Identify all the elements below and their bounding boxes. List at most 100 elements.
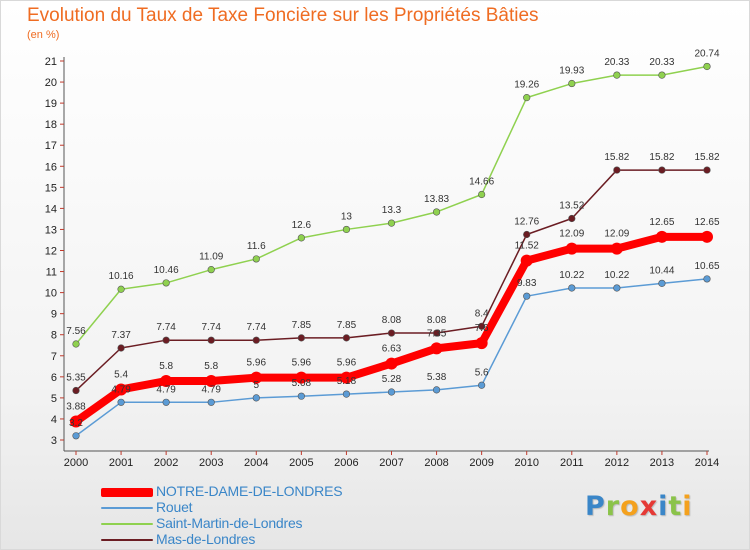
- data-point: [115, 383, 128, 396]
- x-tick-label: 2007: [379, 457, 403, 469]
- data-point: [162, 336, 170, 344]
- y-tick-label: 10: [45, 288, 57, 300]
- data-label: 13.83: [424, 194, 449, 205]
- data-point: [565, 242, 578, 255]
- y-tick-label: 21: [45, 56, 57, 68]
- data-label: 5.96: [292, 358, 312, 369]
- legend-swatch: [101, 507, 153, 509]
- data-label: 20.33: [604, 57, 629, 68]
- data-label: 8.08: [427, 315, 447, 326]
- x-tick-label: 2012: [605, 457, 629, 469]
- data-label: 7.6: [475, 323, 489, 334]
- data-point: [432, 208, 441, 216]
- data-label: 5.8: [204, 361, 218, 372]
- x-tick-label: 2003: [199, 457, 223, 469]
- data-label: 5.6: [475, 367, 489, 378]
- data-point: [342, 390, 351, 398]
- data-point: [162, 398, 170, 406]
- data-label: 5.8: [159, 361, 173, 372]
- data-point: [297, 392, 305, 400]
- data-point: [703, 166, 711, 174]
- data-point: [430, 342, 443, 355]
- y-tick-label: 5: [51, 393, 57, 405]
- legend-label: Mas-de-Londres: [156, 531, 256, 547]
- data-point: [162, 279, 170, 287]
- y-tick-label: 15: [45, 182, 57, 194]
- data-point: [658, 279, 666, 287]
- data-point: [297, 334, 305, 342]
- data-label: 10.44: [649, 265, 674, 276]
- data-point: [703, 62, 711, 71]
- data-point: [703, 275, 711, 283]
- x-tick-label: 2000: [64, 457, 88, 469]
- data-label: 12.6: [292, 220, 312, 231]
- data-label: 13.52: [559, 200, 584, 211]
- x-tick-label: 2014: [695, 457, 719, 469]
- legend-swatch: [101, 523, 153, 525]
- data-point: [160, 375, 173, 388]
- data-label: 7.37: [111, 330, 131, 341]
- legend-swatch: [101, 487, 153, 497]
- data-label: 10.16: [109, 271, 134, 282]
- data-point: [250, 371, 263, 384]
- data-point: [478, 322, 486, 330]
- data-label: 5.28: [382, 374, 402, 385]
- data-label: 15.82: [649, 152, 674, 163]
- data-point: [613, 284, 621, 292]
- logo-letter: i: [658, 491, 669, 522]
- data-point: [70, 415, 82, 428]
- data-label: 4.79: [111, 384, 131, 395]
- data-point: [568, 284, 576, 292]
- data-point: [432, 329, 441, 337]
- data-label: 19.26: [514, 80, 539, 91]
- data-label: 8.4: [475, 308, 489, 319]
- data-point: [478, 381, 486, 389]
- data-label: 14.66: [469, 176, 494, 187]
- logo-letter: o: [620, 491, 640, 522]
- data-label: 7.56: [66, 326, 86, 337]
- y-tick-label: 4: [51, 414, 57, 426]
- data-label: 10.46: [154, 265, 179, 276]
- data-label: 20.33: [649, 57, 674, 68]
- data-point: [701, 230, 713, 243]
- data-point: [568, 214, 576, 223]
- data-label: 10.22: [604, 270, 629, 281]
- data-label: 12.65: [694, 217, 719, 228]
- data-label: 7.74: [247, 322, 267, 333]
- data-label: 5.96: [337, 358, 357, 369]
- y-tick-label: 8: [51, 330, 57, 342]
- data-point: [340, 371, 353, 384]
- logo-letter: P: [585, 491, 606, 522]
- data-point: [387, 219, 396, 227]
- data-label: 13.3: [382, 205, 402, 216]
- data-point: [72, 340, 80, 348]
- data-label: 19.93: [559, 66, 584, 77]
- legend-label: Rouet: [156, 499, 193, 515]
- data-point: [387, 329, 396, 337]
- data-point: [295, 371, 308, 384]
- x-tick-label: 2006: [334, 457, 358, 469]
- y-tick-label: 19: [45, 98, 57, 110]
- data-point: [205, 375, 218, 388]
- chart-title: Evolution du Taux de Taxe Foncière sur l…: [27, 5, 539, 26]
- series-line-1: [75, 278, 708, 437]
- x-tick-label: 2011: [560, 457, 584, 469]
- x-tick-label: 2002: [154, 457, 178, 469]
- data-point: [613, 71, 621, 79]
- data-label: 5.38: [427, 372, 447, 383]
- data-label: 11.52: [515, 241, 540, 252]
- data-label: 12.09: [559, 229, 584, 240]
- data-label: 10.65: [694, 261, 719, 272]
- logo-letter: i: [682, 491, 693, 522]
- data-label: 13: [341, 211, 353, 222]
- data-label: 5.08: [292, 378, 312, 389]
- y-tick-label: 12: [45, 246, 57, 258]
- data-label: 11.6: [247, 241, 266, 252]
- data-label: 5: [254, 380, 260, 391]
- y-tick-label: 16: [45, 161, 57, 173]
- logo-letter: t: [668, 491, 683, 522]
- data-point: [387, 388, 396, 396]
- data-point: [72, 432, 80, 440]
